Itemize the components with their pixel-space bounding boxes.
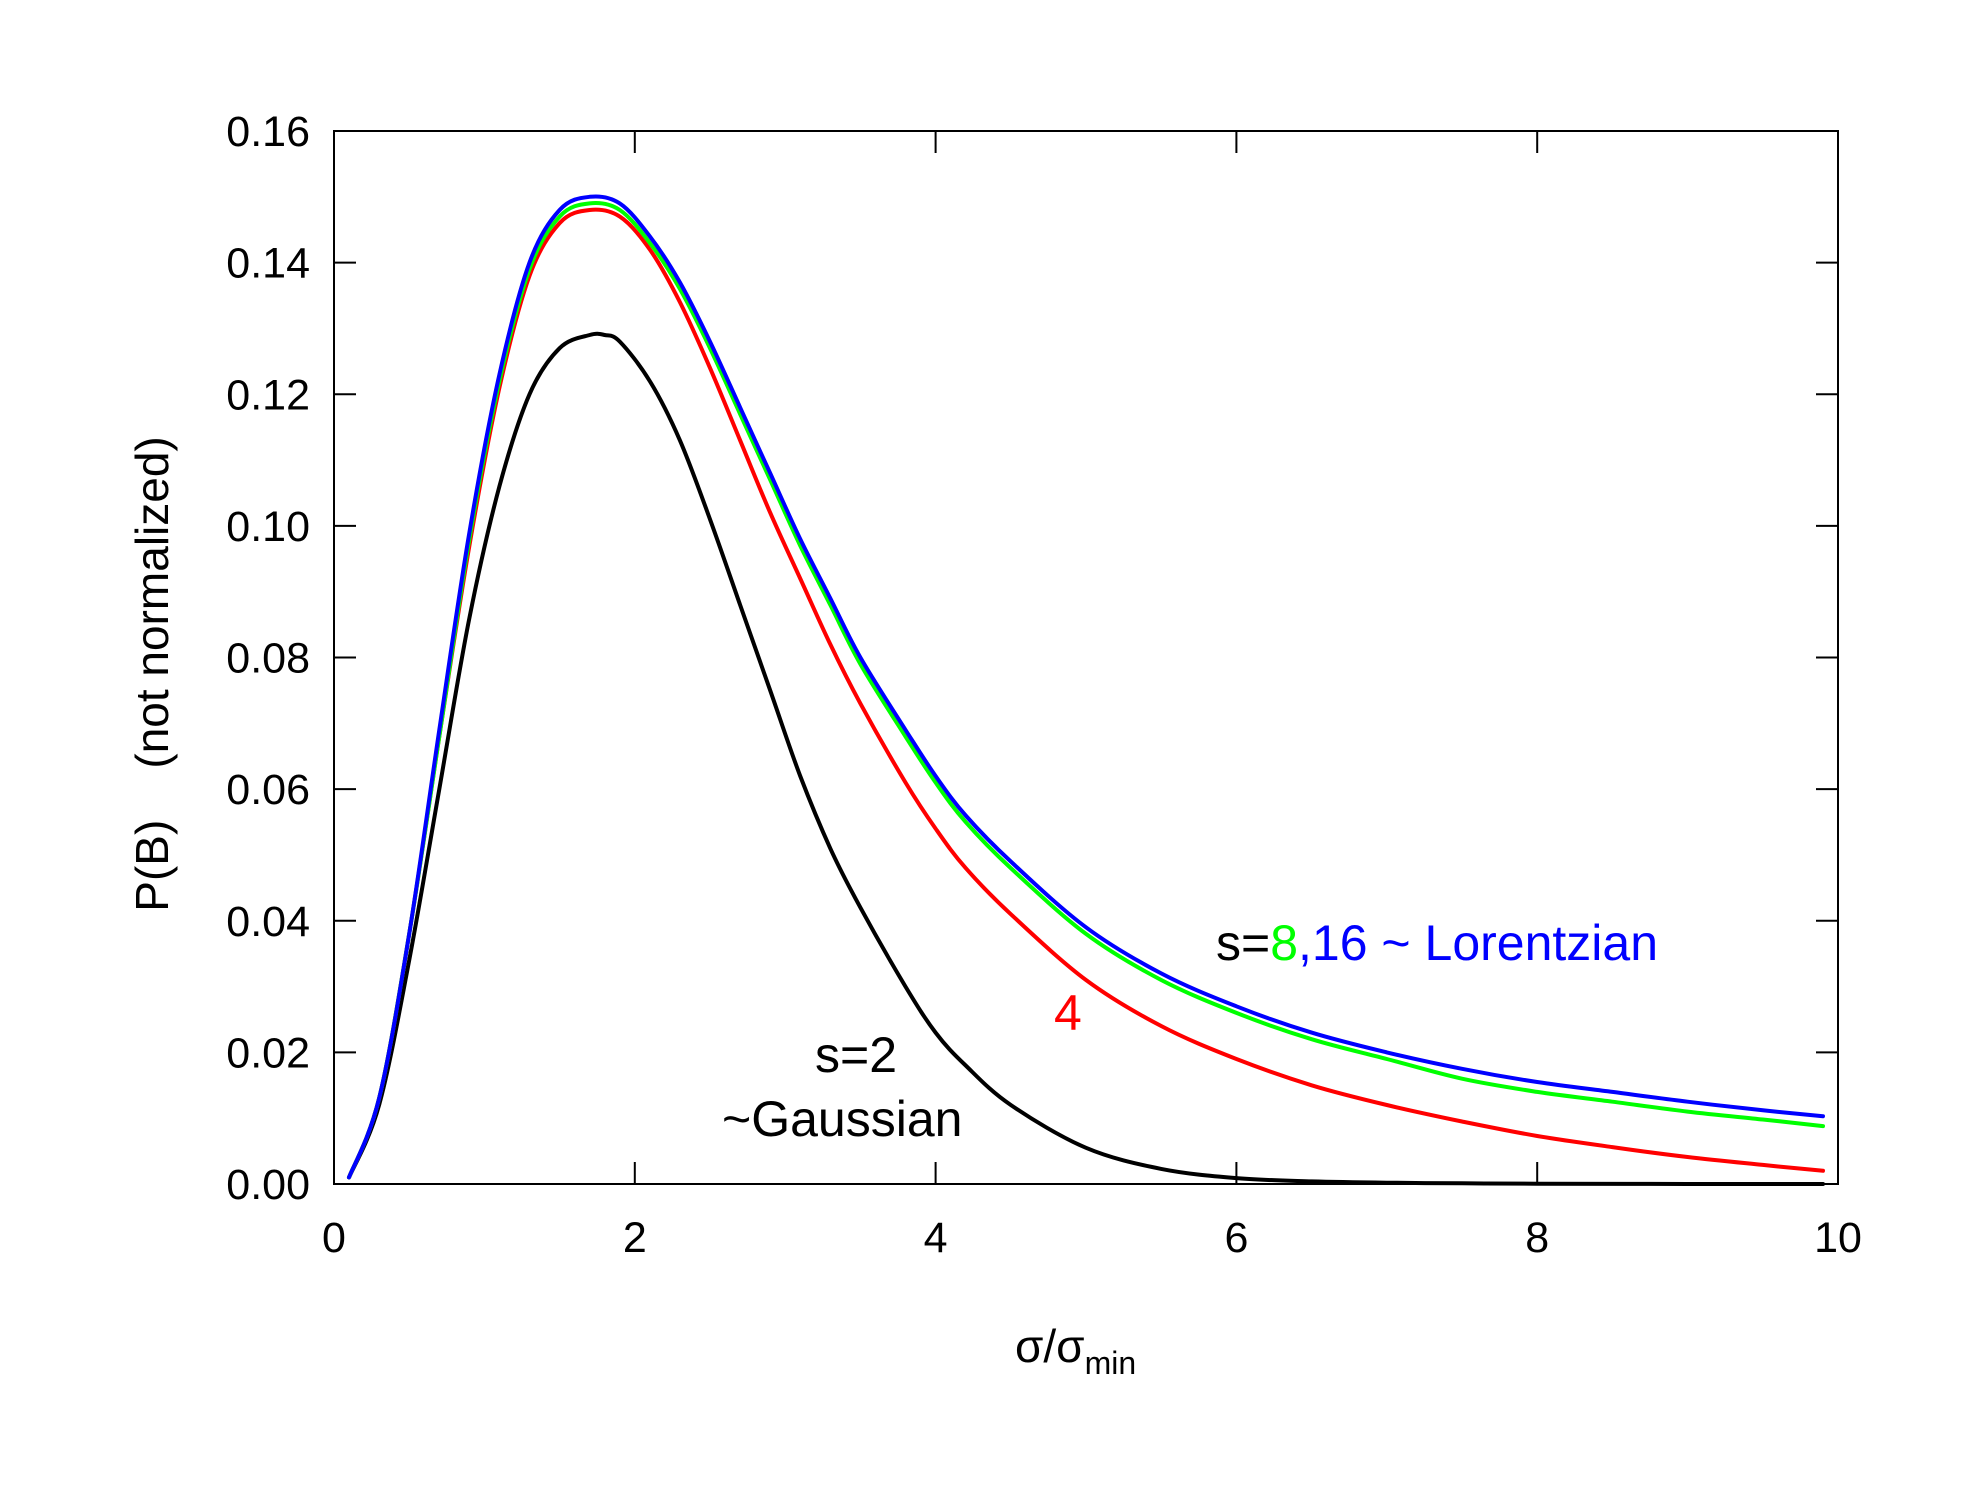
x-tick-label: 10 xyxy=(1814,1214,1862,1262)
y-tick-label: 0.10 xyxy=(226,503,310,551)
annotation-s2-line2: ~Gaussian xyxy=(722,1091,962,1147)
y-tick-label: 0.06 xyxy=(226,766,310,814)
series-line-s8 xyxy=(347,201,1825,1180)
y-tick-label: 0.02 xyxy=(226,1029,310,1077)
annotation-s2-line1: s=2 xyxy=(815,1027,897,1083)
plot-frame xyxy=(333,130,1839,1185)
axis-ticks xyxy=(333,130,1839,1185)
x-tick-label: 8 xyxy=(1525,1214,1549,1262)
x-axis-label-sub: min xyxy=(1085,1345,1137,1381)
y-tick-label: 0.04 xyxy=(226,898,310,946)
y-tick-label: 0.12 xyxy=(226,371,310,419)
y-tick-label: 0.00 xyxy=(226,1161,310,1209)
series-line-s16 xyxy=(347,194,1825,1180)
series-line-s2 xyxy=(347,331,1825,1187)
x-tick-label: 4 xyxy=(924,1214,948,1262)
annotation-lorentzian-prefix: s= xyxy=(1216,915,1270,971)
x-axis-label: σ/σmin xyxy=(1015,1320,1136,1381)
tick-labels: 0 2 4 6 8 10 0.00 0.02 0.04 0.06 0.08 0.10 0.12 0.14 0… xyxy=(226,108,1862,1262)
series-line-s4 xyxy=(347,207,1825,1180)
annotation-lorentzian-8: 8 xyxy=(1270,915,1298,971)
y-tick-label: 0.14 xyxy=(226,240,310,288)
x-tick-label: 2 xyxy=(623,1214,647,1262)
y-tick-label: 0.08 xyxy=(226,635,310,683)
series-lines xyxy=(347,194,1825,1187)
x-axis-label-main: σ/σ xyxy=(1015,1320,1085,1372)
y-axis-label: P(B) (not normalized) xyxy=(126,436,178,911)
y-tick-label: 0.16 xyxy=(226,108,310,156)
annotation-lorentzian: s=8,16 ~ Lorentzian xyxy=(1216,915,1658,971)
x-tick-label: 0 xyxy=(322,1214,346,1262)
x-tick-label: 6 xyxy=(1224,1214,1248,1262)
annotation-lorentzian-rest: ,16 ~ Lorentzian xyxy=(1298,915,1658,971)
annotation-s4: 4 xyxy=(1054,985,1082,1041)
